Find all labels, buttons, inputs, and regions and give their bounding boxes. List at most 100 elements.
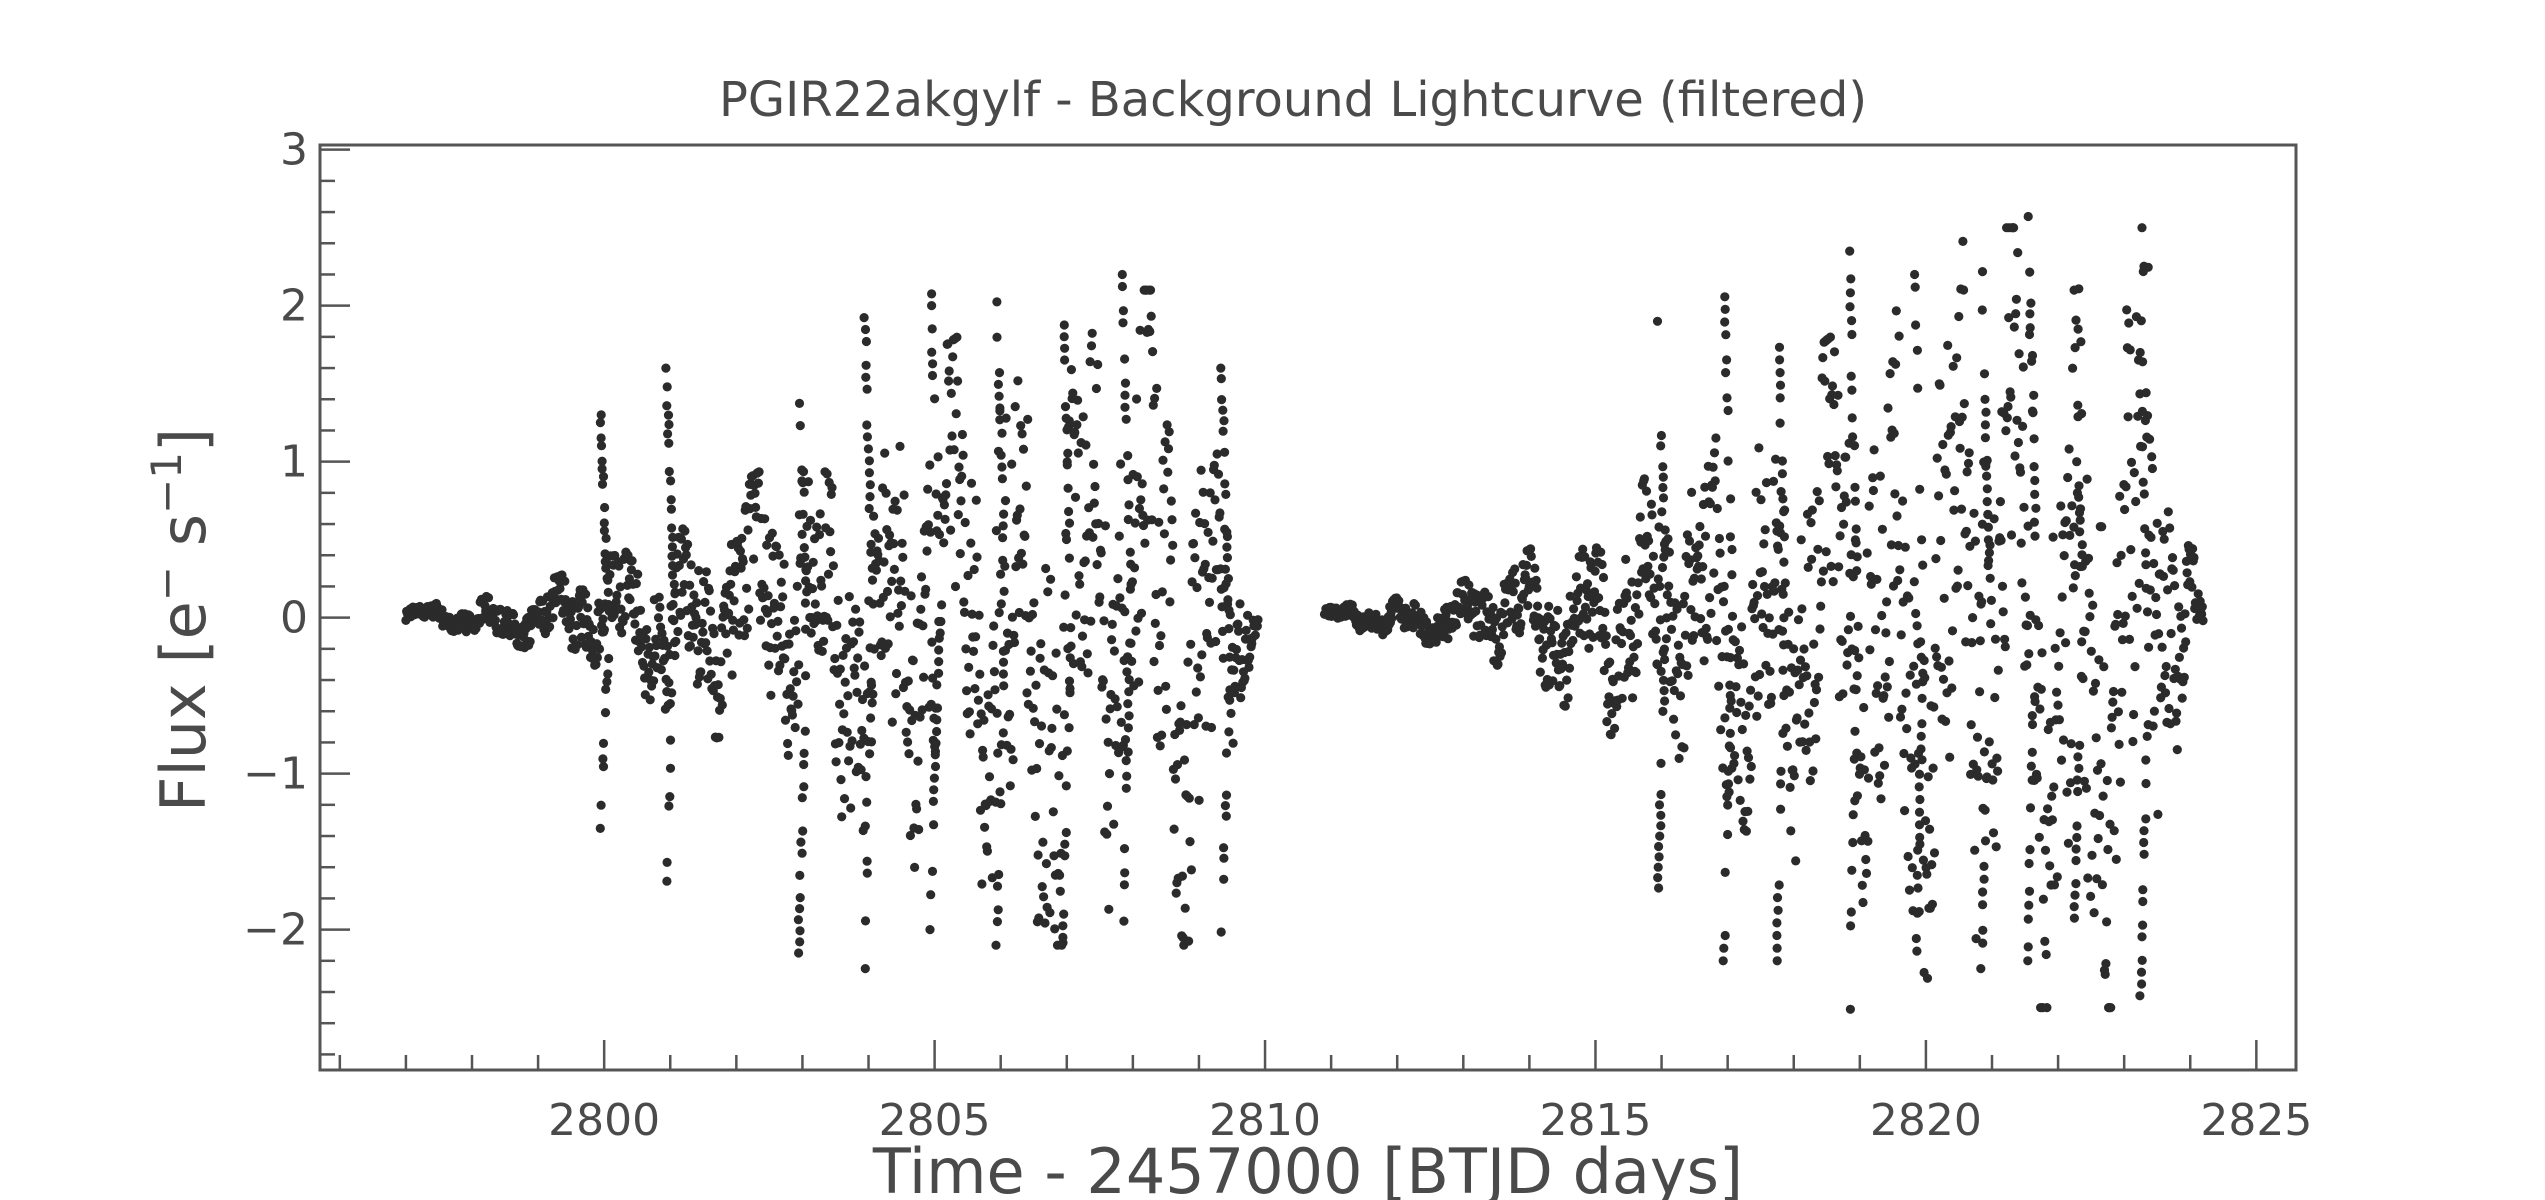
data-point (1656, 430, 1666, 441)
data-point (1180, 903, 1190, 913)
data-point (1172, 760, 1183, 770)
data-point (2047, 791, 2057, 801)
data-point (1776, 487, 1786, 497)
data-point (1013, 376, 1023, 386)
data-point (799, 782, 809, 792)
data-point (1116, 717, 1126, 728)
data-point (1582, 614, 1592, 624)
data-point (783, 750, 793, 761)
data-point (1993, 766, 2003, 776)
data-point (1982, 772, 1992, 782)
data-point (927, 289, 937, 299)
data-point (1978, 938, 1988, 948)
data-point (1658, 482, 1668, 493)
data-point (2138, 920, 2148, 930)
data-point (1983, 522, 1993, 532)
data-point (1123, 747, 1133, 757)
data-point (1778, 665, 1788, 675)
data-point (1657, 562, 1668, 573)
data-point (934, 645, 944, 655)
data-point (1184, 793, 1194, 803)
data-point (1826, 561, 1836, 572)
data-point (2128, 736, 2138, 747)
data-point (923, 484, 933, 494)
data-point (1737, 724, 1747, 735)
data-point (729, 596, 739, 606)
data-point (899, 490, 909, 500)
data-point (1166, 496, 1176, 506)
data-point (1510, 578, 1520, 588)
data-point (857, 725, 867, 736)
data-point (1841, 497, 1851, 507)
data-point (1596, 547, 1606, 557)
data-point (1225, 695, 1235, 705)
data-point (776, 602, 786, 612)
data-point (1746, 761, 1756, 772)
data-point (1845, 611, 1856, 622)
data-point (1720, 930, 1730, 941)
data-point (1961, 526, 1971, 536)
data-point (2141, 388, 2151, 398)
data-point (1753, 691, 1763, 701)
data-point (2099, 662, 2109, 672)
data-point (2071, 315, 2081, 325)
data-point (2027, 747, 2037, 757)
data-point (1823, 451, 1833, 462)
data-point (739, 615, 749, 625)
data-point (2074, 492, 2084, 502)
data-point (1799, 644, 1809, 654)
data-point (1029, 598, 1039, 608)
data-point (644, 642, 655, 652)
data-point (854, 627, 864, 637)
data-point (642, 625, 652, 635)
data-point (639, 661, 649, 671)
data-point (1725, 703, 1735, 713)
data-point (750, 488, 760, 498)
data-point (1621, 554, 1631, 565)
data-point (1643, 561, 1653, 571)
data-point (1499, 630, 1509, 640)
data-point (1017, 429, 1027, 439)
data-point (1679, 743, 1689, 753)
data-point (805, 515, 816, 525)
data-point (1779, 507, 1789, 517)
data-point (1118, 318, 1128, 328)
data-point (1658, 706, 1668, 717)
data-point (1054, 771, 1064, 781)
data-point (964, 707, 975, 717)
data-point (1626, 615, 1636, 625)
data-point (939, 500, 950, 510)
data-point (2193, 589, 2203, 599)
data-point (1563, 693, 1573, 703)
data-point (2029, 390, 2039, 400)
data-point (2088, 600, 2098, 610)
data-point (979, 715, 989, 725)
data-point (483, 593, 494, 603)
data-point (1813, 544, 1823, 554)
data-point (1678, 599, 1688, 609)
data-point (1063, 483, 1073, 493)
data-point (2034, 620, 2044, 631)
data-point (2001, 426, 2011, 436)
data-point (1048, 671, 1058, 681)
x-tick-label: 2800 (548, 1095, 660, 1146)
data-point (1873, 681, 1883, 691)
data-point (1746, 685, 1756, 695)
data-point (2115, 777, 2125, 787)
data-point (1654, 841, 1664, 852)
data-point (832, 620, 842, 630)
data-point (1089, 498, 1099, 508)
data-point (1874, 743, 1884, 753)
data-point (1055, 886, 1065, 896)
data-point (1846, 907, 1856, 917)
data-point (696, 667, 706, 677)
data-point (2180, 609, 2190, 619)
data-point (1846, 921, 1856, 931)
data-point (2023, 956, 2033, 966)
data-point (2027, 406, 2038, 416)
data-point (763, 591, 773, 601)
data-point (931, 703, 941, 713)
data-point (2052, 872, 2062, 882)
data-point (755, 615, 766, 625)
data-point (1531, 575, 1541, 586)
